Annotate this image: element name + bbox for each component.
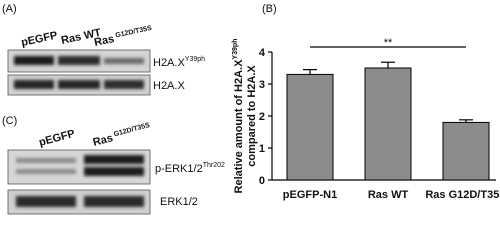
bar	[364, 67, 412, 181]
y-tick-label: 3	[259, 79, 265, 91]
x-tick-label: pEGFP-N1	[283, 189, 337, 201]
significance-label: **	[384, 37, 393, 49]
bar-chart: 0 1 2 3 4 pEGFP-N1 Ras WT Ras G12D/T35S **	[259, 37, 500, 201]
band-label: H2A.XY39ph	[153, 56, 205, 69]
blot	[7, 189, 151, 215]
panel-label: (A)	[2, 3, 17, 15]
y-tick-label: 0	[259, 175, 265, 187]
band-label: H2A.X	[153, 80, 185, 92]
x-tick-label: Ras WT	[368, 189, 409, 201]
bar	[442, 121, 490, 181]
y-tick-label: 4	[259, 47, 266, 59]
band-label: ERK1/2	[160, 196, 198, 208]
blot	[7, 74, 151, 96]
panel-label: (B)	[262, 3, 277, 15]
y-tick-label: 1	[259, 143, 265, 155]
lane-label: pEGFP	[38, 128, 77, 149]
y-axis-label: compared to H2A.X	[246, 65, 258, 167]
bar	[286, 73, 334, 181]
blot	[7, 149, 151, 185]
y-axis-label: Relative amount of H2A.XY39ph	[232, 39, 245, 194]
lane-label: pEGFP	[20, 30, 58, 49]
band-label: p-ERK1/2Thr202	[155, 162, 225, 175]
x-tick-label: Ras G12D/T35S	[425, 189, 500, 201]
y-tick-label: 2	[259, 111, 265, 123]
lane-label: RasG12D/T35S	[93, 25, 154, 49]
figure: (A) pEGFP Ras WT RasG12D/T35S H2A.XY39ph…	[2, 3, 500, 215]
blot	[7, 49, 151, 73]
panel-label: (C)	[2, 115, 17, 127]
lane-label: RasG12D/T35S	[92, 122, 153, 149]
